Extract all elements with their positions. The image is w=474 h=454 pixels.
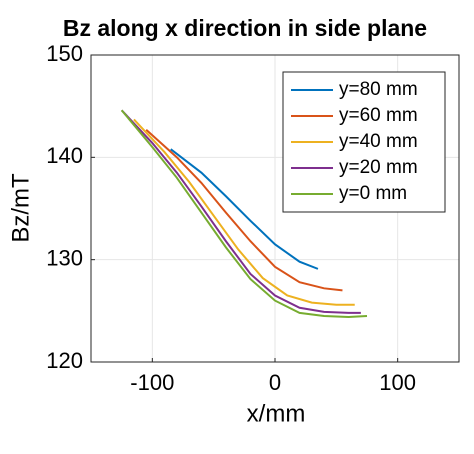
data-line [120, 109, 361, 314]
data-line [133, 118, 355, 306]
y-tick-label: 140 [46, 143, 83, 168]
legend-label: y=60 mm [339, 105, 418, 126]
legend-label: y=20 mm [339, 157, 418, 178]
y-tick-label: 120 [46, 348, 83, 373]
chart-title: Bz along x direction in side plane [63, 15, 427, 41]
axes-box [90, 54, 460, 363]
legend-label: y=0 mm [339, 183, 407, 204]
data-line [170, 148, 319, 270]
y-tick-label: 150 [46, 41, 83, 66]
x-tick-label: 100 [379, 370, 416, 395]
x-tick-label: -100 [130, 370, 174, 395]
x-tick-label: 0 [269, 370, 281, 395]
y-tick-label: 130 [46, 245, 83, 270]
y-axis-label: Bz/mT [7, 173, 34, 243]
data-line [145, 128, 343, 292]
legend-label: y=40 mm [339, 131, 418, 152]
legend-label: y=80 mm [339, 79, 418, 100]
data-line [120, 109, 368, 318]
x-axis-label: x/mm [247, 400, 306, 427]
